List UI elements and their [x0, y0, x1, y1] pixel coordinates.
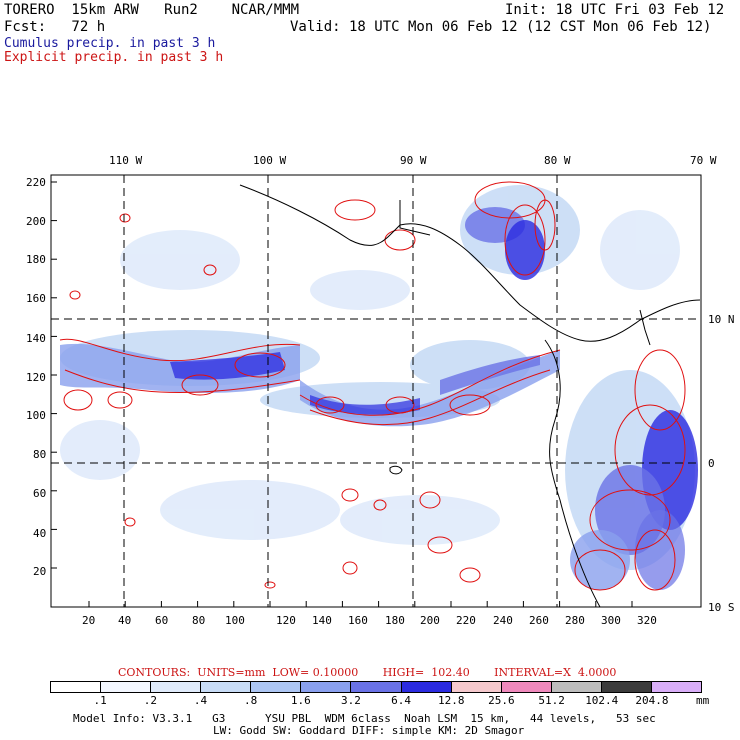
legend-cumulus: Cumulus precip. in past 3 h: [4, 36, 216, 51]
colorbar-label: .4: [193, 694, 208, 707]
x-tick-label: 100: [225, 614, 245, 627]
colorbar-swatch: [151, 682, 202, 692]
colorbar-swatch: [201, 682, 252, 692]
run-title: TORERO 15km ARW Run2 NCAR/MMM: [4, 2, 300, 18]
colorbar-swatch: [501, 682, 552, 692]
x-tick-label: 300: [601, 614, 621, 627]
x-tick-label: 320: [637, 614, 657, 627]
colorbar-label: 25.6: [488, 694, 515, 707]
lat-label-10s: 10 S: [708, 601, 735, 614]
colorbar-unit: mm: [696, 694, 710, 707]
lon-label-100w: 100 W: [253, 154, 286, 167]
lon-label-80w: 80 W: [544, 154, 571, 167]
colorbar-label: 102.4: [585, 694, 619, 707]
colorbar-swatch: [651, 682, 702, 692]
y-tick-marks: [51, 181, 57, 569]
x-tick-label: 60: [155, 614, 168, 627]
x-tick-label: 220: [456, 614, 476, 627]
x-tick-label: 20: [82, 614, 95, 627]
colorbar-swatch: [301, 682, 352, 692]
lat-label-0: 0: [708, 457, 715, 470]
x-tick-label: 120: [276, 614, 296, 627]
colorbar-swatch: [551, 682, 602, 692]
y-tick-label: 20: [33, 565, 46, 578]
lon-label-70w: 70 W: [690, 154, 717, 167]
lat-label-10n: 10 N: [708, 313, 735, 326]
x-tick-label: 280: [565, 614, 585, 627]
x-tick-marks: [88, 601, 633, 607]
y-tick-label: 60: [33, 487, 46, 500]
lon-label-110w: 110 W: [109, 154, 142, 167]
x-tick-label: 80: [192, 614, 205, 627]
coastlines: [239, 184, 701, 608]
colorbar-swatch: [351, 682, 402, 692]
init-time: Init: 18 UTC Fri 03 Feb 12: [505, 2, 725, 18]
colorbar-swatch: [401, 682, 452, 692]
colorbar-label: 3.2: [341, 694, 361, 707]
y-tick-label: 120: [26, 371, 46, 384]
colorbar-label: .1: [93, 694, 107, 707]
legend-explicit: Explicit precip. in past 3 h: [4, 50, 224, 65]
x-tick-label: 40: [118, 614, 131, 627]
y-tick-label: 200: [26, 215, 46, 228]
colorbar-swatch: [101, 682, 152, 692]
x-tick-label: 260: [529, 614, 549, 627]
colorbar-swatch: [251, 682, 302, 692]
x-tick-label: 160: [348, 614, 368, 627]
colorbar-label: .8: [244, 694, 258, 707]
x-tick-label: 140: [312, 614, 332, 627]
y-tick-label: 160: [26, 292, 46, 305]
valid-time: Valid: 18 UTC Mon 06 Feb 12 (12 CST Mon …: [290, 19, 712, 35]
y-tick-label: 100: [26, 409, 46, 422]
colorbar-label: .2: [143, 694, 157, 707]
colorbar-swatch: [51, 682, 102, 692]
colorbar-label: 6.4: [391, 694, 412, 707]
contour-info: CONTOURS: UNITS=mm LOW= 0.10000 HIGH= 10…: [118, 666, 617, 679]
itcz-band: [60, 343, 560, 427]
physics-info: LW: Godd SW: Goddard DIFF: simple KM: 2D…: [213, 724, 525, 737]
x-tick-label: 180: [385, 614, 405, 627]
x-tick-label: 200: [420, 614, 440, 627]
y-tick-label: 140: [26, 332, 46, 345]
y-tick-label: 40: [33, 527, 46, 540]
colorbar: [50, 681, 702, 693]
y-tick-label: 180: [26, 253, 46, 266]
colorbar-label: 12.8: [438, 694, 465, 707]
colorbar-label: 51.2: [538, 694, 565, 707]
colorbar-swatch: [451, 682, 502, 692]
explicit-contours: [59, 181, 686, 591]
y-tick-label: 220: [26, 176, 46, 189]
graticule: [51, 175, 701, 607]
y-tick-label: 80: [33, 448, 46, 461]
colorbar-swatch: [601, 682, 652, 692]
lon-label-90w: 90 W: [400, 154, 427, 167]
model-info: Model Info: V3.3.1 G3 YSU PBL WDM 6class…: [73, 712, 656, 725]
colorbar-label: 1.6: [290, 694, 311, 707]
x-tick-label: 240: [493, 614, 513, 627]
forecast-hour: Fcst: 72 h: [4, 19, 106, 35]
colorbar-label: 204.8: [635, 694, 669, 707]
